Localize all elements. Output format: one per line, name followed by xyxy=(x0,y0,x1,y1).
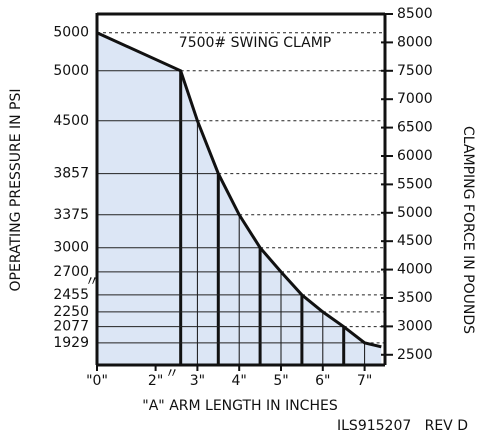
x-tick-label: 4" xyxy=(232,373,247,389)
y2-tick-label: 8500 xyxy=(397,6,433,22)
y-tick-label: 3000 xyxy=(53,240,89,256)
x-tick-label: 7" xyxy=(357,373,372,389)
x-tick-label: 6" xyxy=(315,373,330,389)
axis-break: 〃 xyxy=(165,366,179,382)
y2-tick-label: 4000 xyxy=(397,262,433,278)
y-tick-label: 5000 xyxy=(53,63,89,79)
y-tick-label: 2700 xyxy=(53,264,89,280)
y-tick-label: 3857 xyxy=(53,166,89,182)
y2-tick-label: 6000 xyxy=(397,148,433,164)
x-axis-label: "A" ARM LENGTH IN INCHES xyxy=(142,398,338,414)
y2-tick-label: 5500 xyxy=(397,176,433,192)
y-axis-label: OPERATING PRESSURE IN PSI xyxy=(8,89,24,292)
y2-tick-label: 4500 xyxy=(397,233,433,249)
y-tick-label: 3375 xyxy=(53,207,89,223)
chart-title: 7500# SWING CLAMP xyxy=(179,35,331,51)
footer: ILS915207 REV D xyxy=(337,418,468,434)
y2-tick-label: 3500 xyxy=(397,290,433,306)
y-tick-label: 2077 xyxy=(53,319,89,335)
y2-tick-label: 2500 xyxy=(397,347,433,363)
y2-tick-label: 6500 xyxy=(397,120,433,136)
y-tick-label: 5000 xyxy=(53,25,89,41)
y2-tick-label: 5000 xyxy=(397,205,433,221)
y-tick-label: 2455 xyxy=(53,287,89,303)
y-tick-label: 2250 xyxy=(53,304,89,320)
y-tick-label: 4500 xyxy=(53,113,89,129)
y2-tick-label: 8000 xyxy=(397,34,433,50)
y2-tick-label: 7500 xyxy=(397,63,433,79)
y2-axis-label: CLAMPING FORCE IN POUNDS xyxy=(460,126,476,334)
area xyxy=(97,32,382,366)
y2-tick-label: 7000 xyxy=(397,91,433,107)
curve xyxy=(96,31,382,349)
y-tick-label: 1929 xyxy=(53,335,89,351)
x-tick-label: 3" xyxy=(190,373,205,389)
x-tick-label: 2" xyxy=(148,373,163,389)
y2-tick-label: 3000 xyxy=(397,318,433,334)
x-tick-label: 5" xyxy=(273,373,288,389)
x-tick-label: "0" xyxy=(86,373,108,389)
